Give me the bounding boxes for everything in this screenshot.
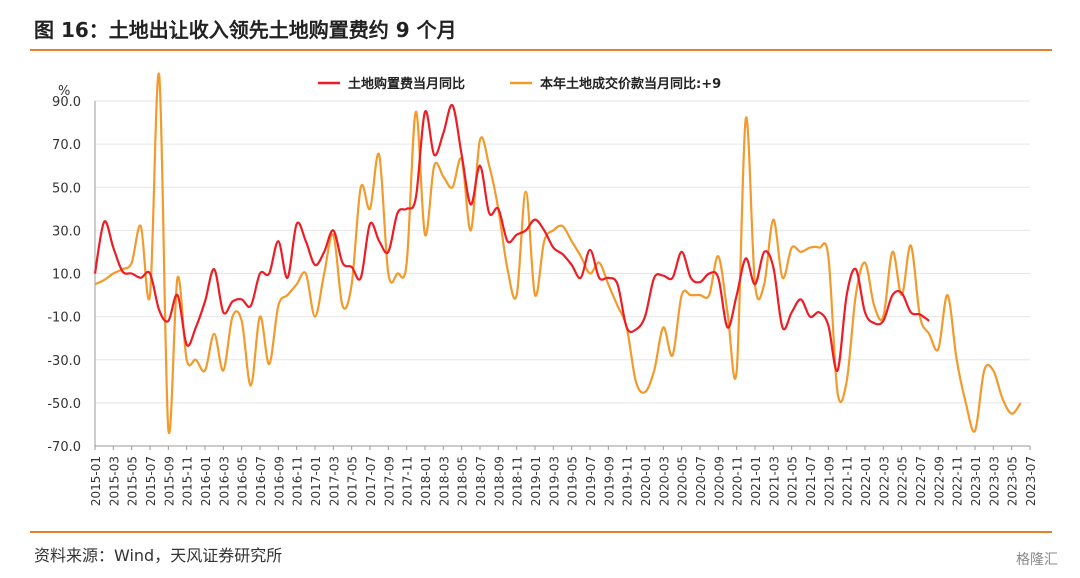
page-title: 图 16：土地出让收入领先土地购置费约 9 个月 [34,18,457,42]
watermark: 格隆汇 [1016,552,1058,568]
x-tick-label: 2016-09 [272,456,286,506]
x-tick-label: 2023-07 [1024,456,1038,506]
chart-series [93,72,1022,434]
series-line-land-purchase [93,104,930,372]
x-tick-label: 2018-05 [456,456,470,506]
y-tick-label: -10.0 [47,311,81,326]
x-tick-label: 2017-05 [346,456,360,506]
x-tick-label: 2017-03 [327,456,341,506]
x-tick-label: 2021-01 [749,456,763,506]
x-tick-label: 2021-05 [786,456,800,506]
x-tick-label: 2020-07 [694,456,708,506]
x-tick-label: 2022-05 [896,456,910,506]
x-tick-label: 2016-11 [291,456,305,506]
x-tick-label: 2022-07 [914,456,928,506]
y-tick-label: 90.0 [52,95,81,110]
x-tick-label: 2021-07 [804,456,818,506]
x-tick-label: 2015-05 [126,456,140,506]
x-tick-label: 2020-05 [676,456,690,506]
x-tick-label: 2019-09 [602,456,616,506]
y-tick-label: 70.0 [52,138,81,153]
x-tick-label: 2020-11 [731,456,745,506]
x-tick-label: 2016-07 [254,456,268,506]
x-tick-label: 2018-09 [492,456,506,506]
footer-divider [30,531,1052,533]
y-tick-label: -30.0 [47,354,81,369]
x-tick-label: 2016-03 [217,456,231,506]
x-tick-label: 2020-03 [657,456,671,506]
x-tick-label: 2022-03 [877,456,891,506]
x-tick-label: 2017-01 [309,456,323,506]
legend-label: 本年土地成交价款当月同比:+9 [540,76,721,92]
y-tick-label: 10.0 [52,268,81,283]
x-tick-label: 2016-01 [199,456,213,506]
x-tick-label: 2018-03 [437,456,451,506]
x-tick-label: 2021-09 [822,456,836,506]
x-tick-label: 2019-11 [621,456,635,506]
x-tick-label: 2022-09 [932,456,946,506]
x-tick-label: 2018-11 [511,456,525,506]
x-tick-label: 2015-09 [162,456,176,506]
x-tick-label: 2023-03 [987,456,1001,506]
x-tick-label: 2021-03 [767,456,781,506]
x-tick-label: 2017-11 [401,456,415,506]
x-tick-label: 2021-11 [841,456,855,506]
x-tick-label: 2017-09 [382,456,396,506]
x-tick-label: 2016-05 [236,456,250,506]
x-tick-label: 2023-05 [1006,456,1020,506]
x-tick-label: 2022-11 [951,456,965,506]
title-divider [30,49,1052,51]
x-tick-label: 2019-01 [529,456,543,506]
y-tick-label: -70.0 [47,440,81,455]
y-tick-label: -50.0 [47,397,81,412]
source-note: 资料来源：Wind，天风证券研究所 [34,546,283,565]
legend-label: 土地购置费当月同比 [348,76,465,92]
chart-legend: 土地购置费当月同比 本年土地成交价款当月同比:+9 [318,76,721,92]
x-tick-label: 2019-03 [547,456,561,506]
x-tick-label: 2019-05 [566,456,580,506]
x-tick-label: 2015-11 [181,456,195,506]
y-axis-label: % [58,84,70,99]
series-line-land-transaction [94,72,1022,434]
y-tick-label: 30.0 [52,224,81,239]
x-tick-label: 2020-01 [639,456,653,506]
x-tick-label: 2022-01 [859,456,873,506]
y-axis-ticks: 90.0 70.0 50.0 30.0 10.0 -10.0 -30.0 -50.0 -70.0 [47,95,81,455]
x-tick-label: 2018-07 [474,456,488,506]
x-tick-label: 2017-07 [364,456,378,506]
x-tick-label: 2015-07 [144,456,158,506]
x-tick-label: 2018-01 [419,456,433,506]
x-tick-label: 2023-01 [969,456,983,506]
y-tick-label: 50.0 [52,181,81,196]
x-axis-ticks: 2015-01 2015-03 2015-05 2015-07 2015-09 2015-… [89,446,1038,506]
x-tick-label: 2020-09 [712,456,726,506]
x-tick-label: 2015-01 [89,456,103,506]
chart-gridlines [95,100,1030,447]
x-tick-label: 2015-03 [107,456,121,506]
x-tick-label: 2019-07 [584,456,598,506]
